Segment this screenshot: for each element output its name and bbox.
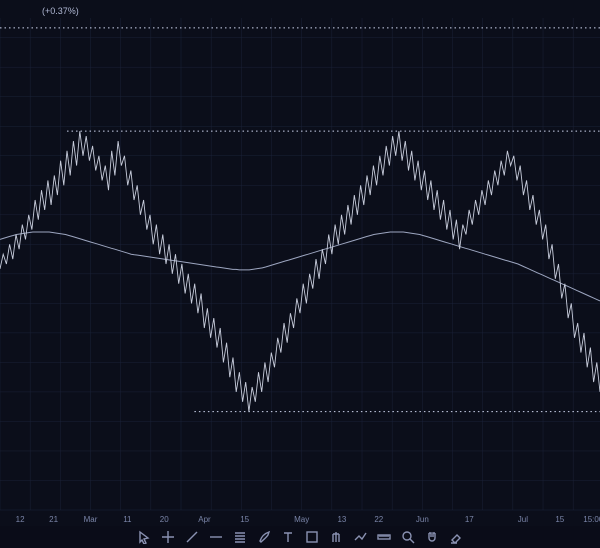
cursor-icon[interactable] [137, 530, 151, 544]
x-axis-tick: 17 [465, 515, 474, 524]
x-axis-tick: Jul [518, 515, 528, 524]
x-axis-tick: Apr [198, 515, 210, 524]
trendline-icon[interactable] [185, 530, 199, 544]
x-axis-tick: Jun [416, 515, 429, 524]
shapes-icon[interactable] [305, 530, 319, 544]
fib-icon[interactable] [233, 530, 247, 544]
change-label: (+0.37%) [42, 6, 79, 16]
brush-icon[interactable] [257, 530, 271, 544]
x-axis-tick: Mar [84, 515, 98, 524]
x-axis-tick: 21 [49, 515, 58, 524]
x-axis-tick: May [294, 515, 309, 524]
magnet-icon[interactable] [425, 530, 439, 544]
crosshair-icon[interactable] [161, 530, 175, 544]
x-axis-tick: 22 [374, 515, 383, 524]
x-axis-tick: 11 [123, 515, 131, 524]
eraser-icon[interactable] [449, 530, 463, 544]
drawing-toolbar [0, 526, 600, 548]
x-axis-tick: 13 [337, 515, 346, 524]
horizontal-line-icon[interactable] [209, 530, 223, 544]
chart-svg[interactable] [0, 0, 600, 548]
x-axis-tick: 20 [160, 515, 169, 524]
ruler-icon[interactable] [377, 530, 391, 544]
x-axis: 12 21 Mar 11 20 Apr 15 May 13 22 Jun 17 Jul 15 15:00 [0, 510, 600, 526]
price-line [0, 131, 600, 411]
horizontal-levels [0, 28, 600, 412]
grid [0, 18, 600, 510]
long-position-icon[interactable] [353, 530, 367, 544]
pitchfork-icon[interactable] [329, 530, 343, 544]
chart-container: (+0.37%) 12 21 Mar 11 20 Apr 15 May 13 22 Jun 17 Jul… [0, 0, 600, 548]
x-axis-tick: 12 [16, 515, 25, 524]
zoom-icon[interactable] [401, 530, 415, 544]
moving-average-line [0, 232, 600, 301]
text-icon[interactable] [281, 530, 295, 544]
x-axis-tick: 15:00 [583, 515, 600, 524]
x-axis-tick: 15 [240, 515, 249, 524]
x-axis-tick: 15 [555, 515, 564, 524]
